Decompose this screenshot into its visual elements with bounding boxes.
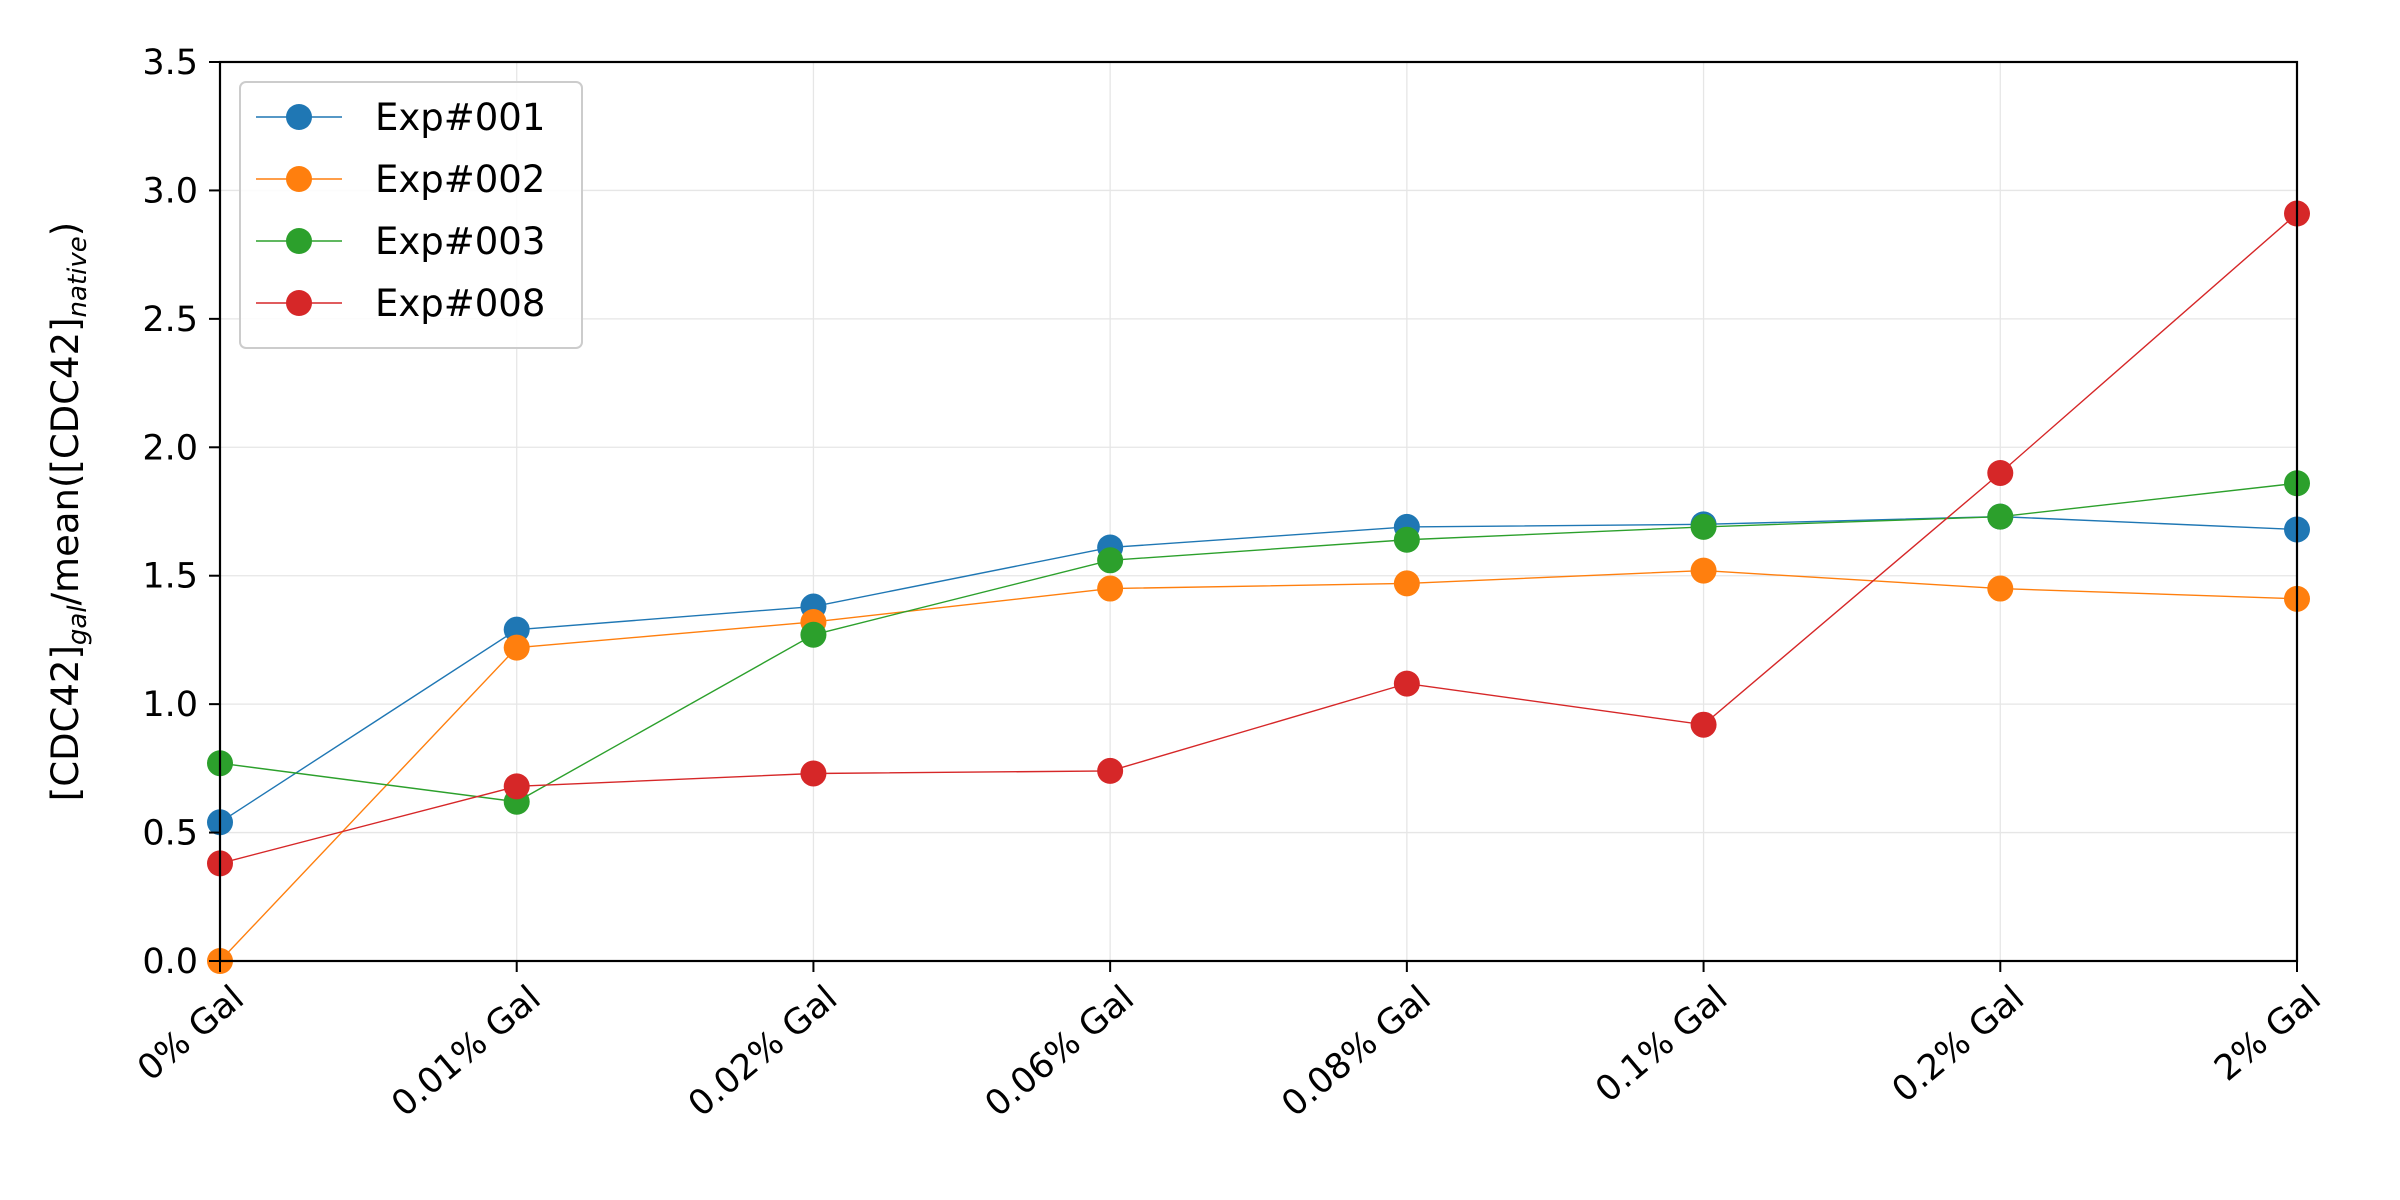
x-tick-label: 0.2% Gal (1885, 978, 2032, 1110)
y-tick-label: 1.0 (142, 685, 198, 725)
data-point (1690, 513, 1717, 540)
y-tick-label: 2.0 (142, 428, 198, 468)
legend-marker (286, 290, 312, 316)
data-point (1097, 757, 1124, 784)
legend-marker (286, 166, 312, 192)
data-point (1987, 575, 2014, 602)
y-axis-label-subscript: native (63, 236, 93, 317)
data-point (503, 773, 530, 800)
data-point (800, 621, 827, 648)
plot-frame (218, 60, 2299, 963)
y-axis-label-part: ) (44, 222, 87, 236)
data-point (1393, 670, 1420, 697)
x-tick-label: 0% Gal (130, 978, 251, 1089)
data-point (1393, 570, 1420, 597)
data-point (1987, 459, 2014, 486)
data-point (503, 634, 530, 661)
y-tick-label: 1.5 (142, 557, 198, 597)
legend-label: Exp#002 (375, 158, 545, 201)
x-tick-label: 2% Gal (2207, 978, 2328, 1089)
data-point (1097, 547, 1124, 574)
series-line (219, 213, 2298, 865)
legend-label: Exp#008 (375, 282, 545, 325)
data-point (503, 616, 530, 643)
legend-box (239, 81, 583, 349)
y-axis-label: [CDC42]gal/mean([CDC42]native) (44, 222, 93, 801)
data-point (1393, 526, 1420, 553)
x-tick-label: 0.1% Gal (1588, 978, 1735, 1110)
y-tick-label: 3.0 (142, 171, 198, 211)
legend-marker (286, 228, 312, 254)
y-tick-label: 3.5 (142, 43, 198, 83)
legend: Exp#001 Exp#002 Exp#003 Exp#008 (239, 81, 583, 349)
x-tick-label: 0.06% Gal (978, 978, 1142, 1125)
y-axis-label-part: [CDC42] (44, 645, 87, 801)
series-line (219, 482, 2298, 803)
legend-label: Exp#001 (375, 96, 545, 139)
x-tick-label: 0.01% Gal (384, 978, 548, 1125)
y-tick-label: 0.0 (142, 942, 198, 982)
series-line (219, 569, 2298, 962)
y-axis-label-part: /mean([CDC42] (44, 317, 87, 605)
data-point (1690, 557, 1717, 584)
x-tick-label: 0.02% Gal (681, 978, 845, 1125)
y-axis-label-subscript: gal (63, 605, 93, 645)
data-point (1097, 575, 1124, 602)
x-tick-label: 0.08% Gal (1275, 978, 1439, 1125)
legend-marker (286, 104, 312, 130)
series-line (219, 515, 2298, 823)
y-tick-label: 2.5 (142, 300, 198, 340)
data-point (800, 760, 827, 787)
data-point (1690, 711, 1717, 738)
legend-label: Exp#003 (375, 220, 545, 263)
y-tick-label: 0.5 (142, 814, 198, 854)
data-point (1987, 503, 2014, 530)
